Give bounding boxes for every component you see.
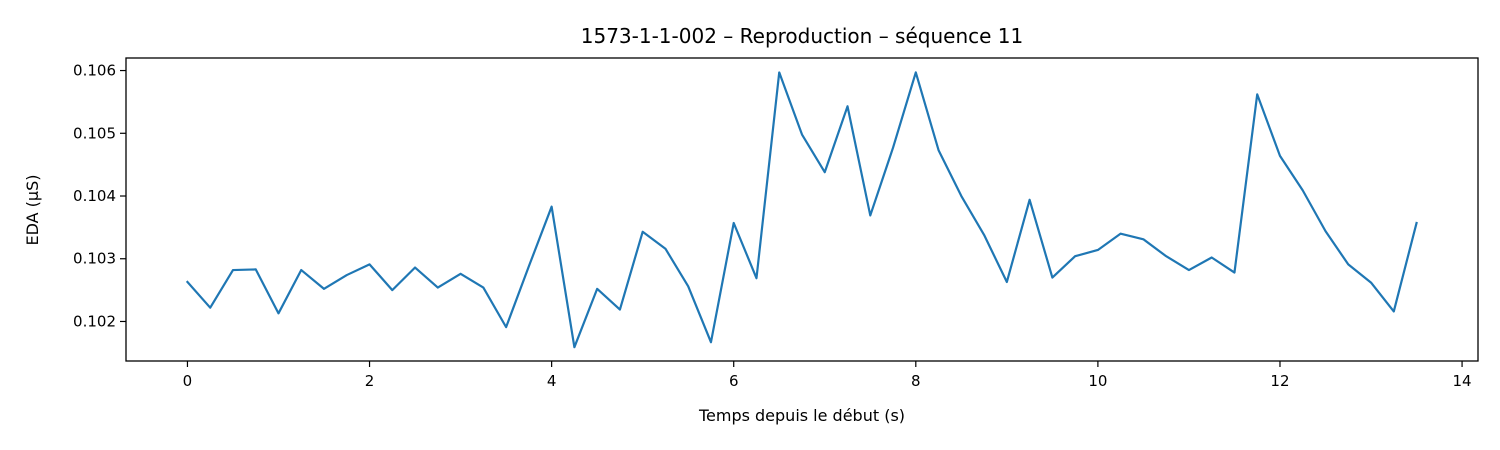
x-tick-label: 6 (729, 372, 739, 390)
x-tick-label: 10 (1088, 372, 1107, 390)
x-tick-label: 0 (183, 372, 193, 390)
series-line-0 (185, 71, 1418, 349)
chart-title: 1573-1-1-002 – Reproduction – séquence 1… (581, 24, 1023, 48)
x-tick-label: 14 (1453, 372, 1472, 390)
x-tick-label: 2 (365, 372, 375, 390)
y-tick-label: 0.103 (73, 250, 116, 268)
x-axis-title: Temps depuis le début (s) (698, 406, 905, 425)
y-tick-label: 0.104 (73, 187, 116, 205)
y-tick-label: 0.105 (73, 124, 116, 142)
plot-frame (125, 57, 1479, 362)
plot-area (125, 57, 1479, 362)
x-tick-label: 8 (911, 372, 921, 390)
y-axis-title: EDA (µS) (23, 175, 42, 246)
x-tick-label: 12 (1270, 372, 1289, 390)
y-tick-label: 0.102 (73, 312, 116, 330)
y-tick-label: 0.106 (73, 62, 116, 80)
x-tick-label: 4 (547, 372, 557, 390)
axis-ticks: 0 2 4 6 8 10 12 14 0.102 0.103 0.104 0.105 0.106 (73, 62, 1472, 390)
